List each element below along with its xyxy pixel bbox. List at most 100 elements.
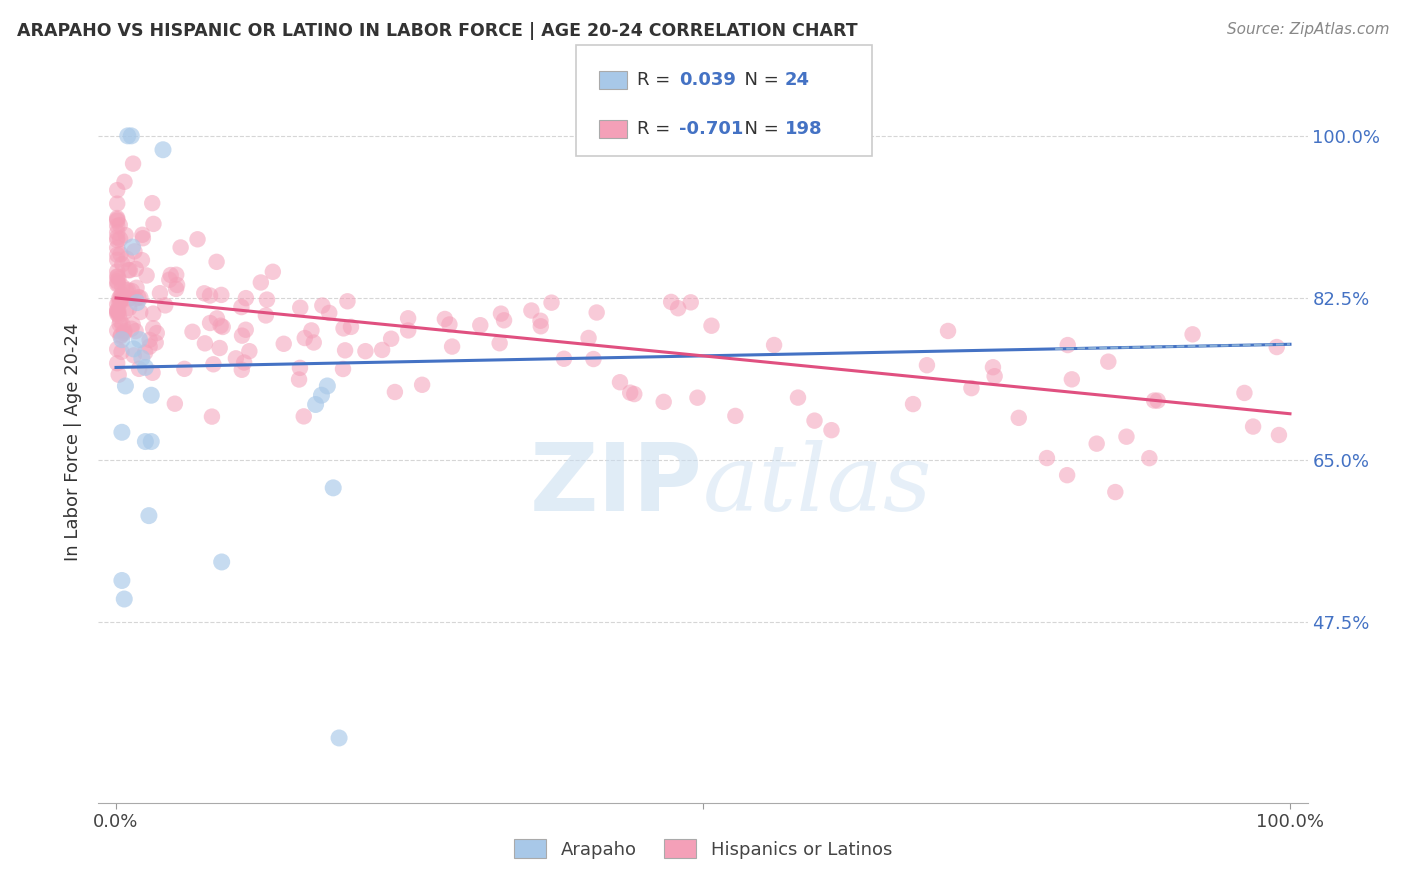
Point [181, 325, 204, 339]
Point [209, 318, 232, 333]
Point [1036, 450, 1059, 465]
Point [128, 362, 150, 376]
Point [121, 318, 143, 332]
Point [294, 331, 316, 345]
Point [439, 318, 461, 332]
Point [311, 388, 333, 402]
Point [112, 592, 135, 607]
Point [205, 311, 228, 326]
Point [105, 324, 128, 338]
Point [121, 284, 143, 298]
Point [111, 333, 134, 347]
Point [115, 283, 138, 297]
Point [529, 314, 551, 328]
Point [488, 336, 510, 351]
Point [250, 276, 273, 290]
Point [145, 335, 167, 350]
Point [787, 391, 810, 405]
Point [492, 313, 515, 327]
Point [138, 333, 160, 347]
Point [292, 409, 315, 424]
Point [318, 306, 340, 320]
Point [105, 252, 128, 267]
Text: atlas: atlas [703, 440, 932, 530]
Point [322, 481, 344, 495]
Point [138, 340, 160, 354]
Point [110, 344, 132, 359]
Point [441, 340, 464, 354]
Point [820, 423, 842, 437]
Point [316, 379, 339, 393]
Point [105, 241, 128, 255]
Point [107, 271, 129, 285]
Point [288, 360, 311, 375]
Point [193, 286, 215, 301]
Point [105, 248, 128, 262]
Text: R =: R = [637, 120, 676, 138]
Point [105, 196, 128, 211]
Point [125, 281, 148, 295]
Point [201, 409, 224, 424]
Point [981, 360, 1004, 375]
Point [141, 388, 163, 402]
Point [380, 332, 402, 346]
Point [142, 307, 165, 321]
Point [124, 324, 146, 338]
Point [105, 274, 128, 288]
Point [105, 307, 128, 321]
Point [114, 304, 136, 318]
Point [520, 303, 543, 318]
Point [105, 183, 128, 197]
Point [122, 342, 145, 356]
Point [166, 277, 188, 292]
Point [256, 293, 278, 307]
Point [124, 244, 146, 259]
Point [470, 318, 492, 333]
Point [302, 335, 325, 350]
Point [105, 303, 128, 318]
Point [108, 295, 131, 310]
Point [108, 232, 131, 246]
Point [105, 305, 128, 319]
Point [105, 211, 128, 225]
Point [110, 293, 132, 308]
Point [118, 301, 141, 316]
Point [105, 212, 128, 227]
Point [128, 333, 150, 347]
Point [489, 307, 512, 321]
Point [304, 397, 326, 411]
Point [1115, 430, 1137, 444]
Point [433, 312, 456, 326]
Point [117, 263, 139, 277]
Point [159, 268, 181, 282]
Point [332, 362, 354, 376]
Point [332, 321, 354, 335]
Point [936, 324, 959, 338]
Point [117, 283, 139, 297]
Point [384, 384, 406, 399]
Point [105, 356, 128, 370]
Point [105, 304, 128, 318]
Text: 0.039: 0.039 [679, 70, 735, 89]
Point [540, 295, 562, 310]
Point [311, 299, 333, 313]
Point [700, 318, 723, 333]
Point [120, 128, 142, 143]
Point [152, 143, 174, 157]
Point [254, 309, 277, 323]
Point [110, 328, 132, 343]
Point [915, 358, 938, 372]
Point [686, 391, 709, 405]
Point [411, 377, 433, 392]
Point [105, 214, 128, 228]
Text: N =: N = [733, 120, 785, 138]
Point [132, 231, 155, 245]
Point [105, 264, 128, 278]
Point [114, 175, 136, 189]
Point [112, 326, 135, 340]
Point [127, 290, 149, 304]
Text: -0.701: -0.701 [679, 120, 744, 138]
Point [1146, 393, 1168, 408]
Point [141, 434, 163, 449]
Point [122, 156, 145, 170]
